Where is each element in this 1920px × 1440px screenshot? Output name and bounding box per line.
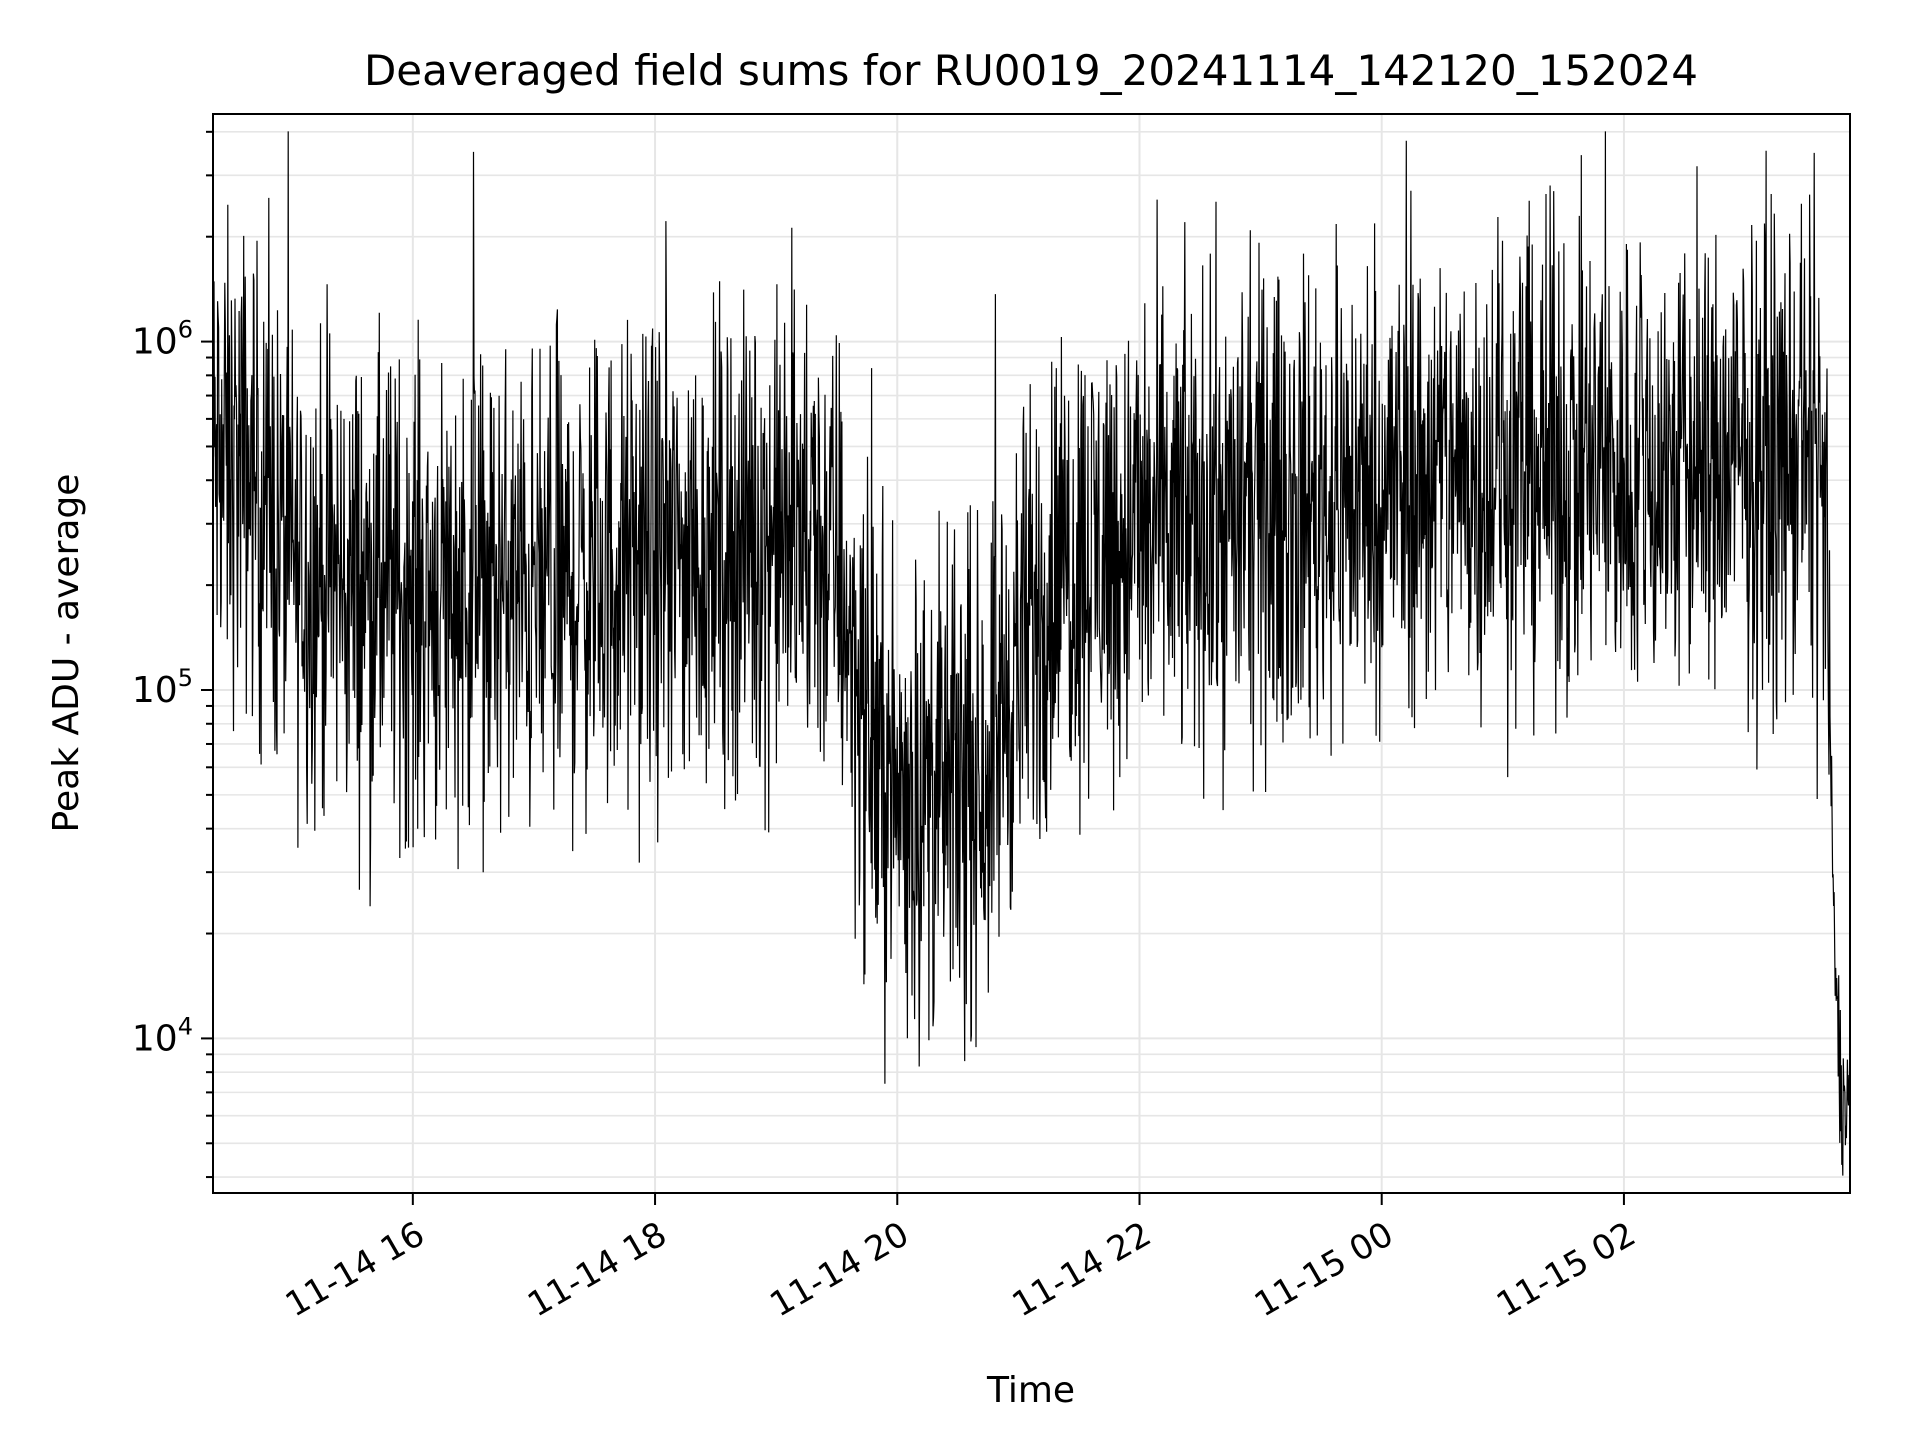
plot-frame <box>212 113 1851 1194</box>
plot-area <box>212 131 1851 1176</box>
y-tick-exponent: 6 <box>178 316 193 344</box>
y-axis-label: Peak ADU - average <box>46 474 87 833</box>
y-tick-label: 105 <box>132 664 193 711</box>
y-tick-base: 10 <box>132 670 178 711</box>
y-tick-label: 106 <box>132 316 193 363</box>
y-tick-exponent: 5 <box>178 664 193 692</box>
y-tick-label: 104 <box>132 1012 193 1059</box>
y-tick-base: 10 <box>132 322 178 363</box>
y-tick-exponent: 4 <box>178 1012 193 1040</box>
x-axis-label: Time <box>986 1370 1075 1411</box>
series-line <box>212 131 1851 1176</box>
y-tick-base: 10 <box>132 1018 178 1059</box>
chart-title: Deaveraged field sums for RU0019_2024111… <box>364 46 1698 95</box>
